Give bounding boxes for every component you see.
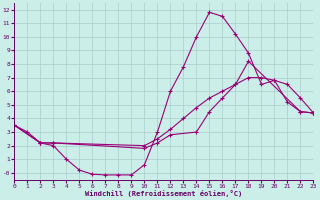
X-axis label: Windchill (Refroidissement éolien,°C): Windchill (Refroidissement éolien,°C) [85,190,243,197]
